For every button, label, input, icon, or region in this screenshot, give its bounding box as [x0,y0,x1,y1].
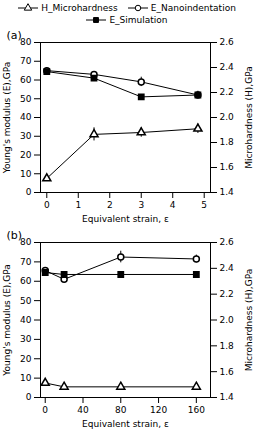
svg-text:70: 70 [20,56,32,66]
svg-text:1.8: 1.8 [220,341,235,351]
svg-text:70: 70 [20,257,32,267]
html-text:H_Microhardness: H_Microhardness [41,3,118,13]
svg-text:2.0: 2.0 [220,315,235,325]
svg-text:Microhardness (H),GPa: Microhardness (H),GPa [244,269,254,371]
svg-text:Microhardness (H),GPa: Microhardness (H),GPa [244,66,254,168]
svg-text:Equivalent strain, ε: Equivalent strain, ε [82,214,169,224]
svg-text:2.6: 2.6 [220,237,235,247]
svg-text:3: 3 [138,200,144,210]
svg-text:120: 120 [150,405,167,415]
svg-text:80: 80 [115,405,127,415]
svg-text:0: 0 [44,200,50,210]
svg-text:0: 0 [26,392,32,402]
svg-text:20: 20 [20,354,32,364]
svg-text:2.4: 2.4 [220,263,235,273]
svg-text:1.6: 1.6 [220,162,235,172]
svg-text:40: 40 [77,405,89,415]
svg-text:Young's modulus (E),GPa: Young's modulus (E),GPa [2,62,12,174]
svg-text:50: 50 [20,94,32,104]
html-text:E_Nanoindentation: E_Nanoindentation [150,3,236,13]
svg-text:160: 160 [188,405,205,415]
svg-text:10: 10 [20,373,32,383]
svg-text:1.4: 1.4 [220,187,235,197]
svg-text:40: 40 [20,315,32,325]
svg-text:(a): (a) [7,29,22,42]
svg-text:80: 80 [20,237,32,248]
svg-text:0: 0 [26,187,32,197]
svg-text:0: 0 [42,405,48,415]
svg-text:30: 30 [20,334,32,344]
svg-text:2.4: 2.4 [220,62,235,72]
svg-text:2.2: 2.2 [220,87,234,97]
svg-text:(b): (b) [7,229,23,242]
svg-text:60: 60 [20,75,32,85]
svg-text:1.6: 1.6 [220,367,235,377]
svg-text:4: 4 [170,200,176,210]
svg-text:Equivalent strain, ε: Equivalent strain, ε [82,419,169,429]
svg-text:Young's modulus (E),GPa: Young's modulus (E),GPa [2,264,12,376]
svg-text:20: 20 [20,150,32,160]
svg-text:30: 30 [20,131,32,141]
svg-text:2.6: 2.6 [220,37,235,47]
svg-text:40: 40 [20,112,32,122]
svg-text:2.2: 2.2 [220,289,234,299]
svg-text:1.8: 1.8 [220,137,235,147]
svg-text:1: 1 [75,200,81,210]
html-text:E_Simulation: E_Simulation [109,15,168,25]
svg-text:80: 80 [20,37,32,48]
svg-text:5: 5 [201,200,207,210]
svg-text:2: 2 [107,200,113,210]
svg-text:60: 60 [20,276,32,286]
svg-text:10: 10 [20,169,32,179]
svg-text:50: 50 [20,296,32,306]
svg-text:2.0: 2.0 [220,112,235,122]
svg-text:1.4: 1.4 [220,392,235,402]
